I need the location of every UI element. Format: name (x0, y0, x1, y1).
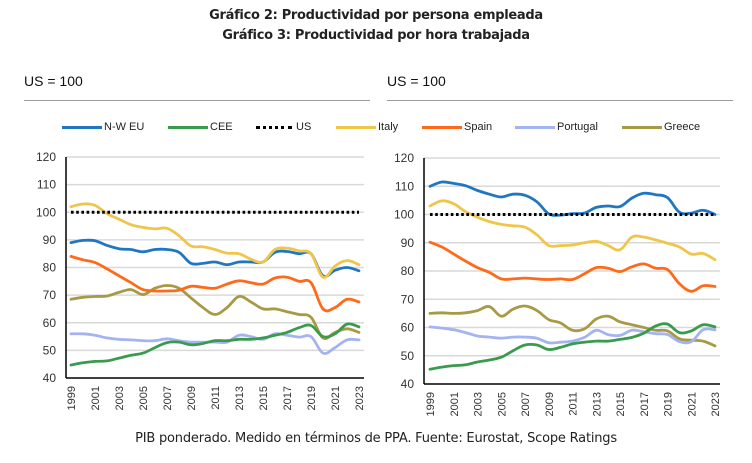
x-tick-label: 2003 (114, 386, 126, 410)
legend-label: CEE (210, 121, 233, 133)
y-tick-label: 100 (36, 205, 56, 219)
chart-titles: Gráfico 2: Productividad por persona emp… (0, 6, 752, 46)
x-tick-label: 2013 (591, 392, 603, 416)
series-line-italy (69, 202, 361, 279)
series-line-greece (69, 284, 361, 340)
x-tick-label: 2019 (663, 392, 675, 416)
y-tick-label: 70 (43, 288, 57, 302)
y-tick-label: 50 (43, 343, 57, 357)
legend-label: Italy (378, 121, 399, 133)
legend-label: Greece (664, 121, 701, 133)
gridlines (66, 156, 364, 352)
y-tick-label: 60 (43, 316, 57, 330)
legend-item-italy: Italy (336, 118, 398, 136)
series-line-cee (428, 322, 717, 371)
series-line-greece (428, 304, 717, 348)
series-line-cee (69, 322, 361, 367)
x-tick-label: 2017 (282, 386, 294, 410)
series-line-italy (428, 199, 717, 262)
legend-label: Spain (464, 121, 493, 133)
y-tick-label: 120 (36, 150, 56, 164)
x-tick-label: 2007 (162, 386, 174, 410)
left-unit-label: US = 100 (24, 73, 83, 89)
series-line-spain (69, 254, 361, 313)
left-unit-divider (24, 100, 370, 101)
legend-item-greece: Greece (622, 118, 700, 136)
x-tick-label: 2015 (258, 386, 270, 410)
legend-swatch (168, 125, 208, 129)
x-tick-label: 2003 (473, 392, 485, 416)
x-tick-label: 2005 (138, 386, 150, 410)
x-tick-label: 2005 (496, 392, 508, 416)
x-tick-label: 2009 (186, 386, 198, 410)
x-tick-label: 2023 (710, 392, 722, 416)
chart-productivity-per-employee: 40 50 60 70 80 90 100 110 120 1999 2001 2003 2005 200… (36, 150, 366, 410)
legend-swatch (515, 125, 555, 129)
right-unit-divider (387, 100, 733, 101)
x-tick-label: 2011 (210, 386, 222, 410)
legend-item-nw-eu: N-W EU (62, 118, 144, 136)
legend-swatch (256, 125, 292, 129)
legend-item-us: US (256, 118, 311, 136)
y-tick-label: 80 (401, 264, 415, 278)
x-tick-label: 2021 (686, 392, 698, 416)
y-tick-label: 120 (394, 151, 414, 165)
legend-label: N-W EU (104, 121, 145, 133)
x-tick-label: 2001 (90, 386, 102, 410)
legend-swatch (336, 125, 376, 129)
series-line-portugal (428, 325, 717, 345)
x-tick-label: 2015 (615, 392, 627, 416)
legend-label: Portugal (557, 121, 598, 133)
series-line-spain (428, 240, 717, 293)
y-tick-label: 40 (401, 377, 415, 391)
legend-item-portugal: Portugal (515, 118, 598, 136)
x-tick-label: 2009 (544, 392, 556, 416)
y-tick-label: 70 (401, 292, 415, 306)
y-tick-label: 50 (401, 349, 415, 363)
x-tick-label: 2007 (520, 392, 532, 416)
legend-swatch (622, 125, 662, 129)
x-tick-label: 2011 (568, 392, 580, 416)
y-tick-label: 60 (401, 321, 415, 335)
x-tick-label: 2019 (306, 386, 318, 410)
chart-title-3: Gráfico 3: Productividad por hora trabaj… (222, 28, 530, 43)
x-tick-label: 2013 (234, 386, 246, 410)
chart-title-2: Gráfico 2: Productividad por persona emp… (209, 8, 543, 23)
x-tick-label: 2023 (354, 386, 366, 410)
series-line-n-w-eu (69, 238, 361, 278)
legend-label: US (296, 121, 312, 133)
y-tick-label: 110 (37, 178, 56, 192)
source-footnote: PIB ponderado. Medido en términos de PPA… (135, 431, 617, 446)
y-tick-label: 110 (395, 179, 414, 193)
legend-swatch (422, 125, 462, 129)
x-tick-label: 2017 (639, 392, 651, 416)
legend-item-spain: Spain (422, 118, 492, 136)
y-tick-label: 80 (43, 261, 57, 275)
legend-swatch (62, 125, 102, 129)
x-tick-label: 2001 (449, 392, 461, 416)
y-tick-label: 90 (401, 236, 415, 250)
x-tick-label: 1999 (425, 392, 437, 416)
x-tick-label: 1999 (66, 386, 78, 410)
y-tick-label: 100 (394, 208, 414, 222)
legend: N-W EU CEE US Italy Spain Portugal Greec… (0, 118, 752, 136)
right-unit-label: US = 100 (387, 73, 446, 89)
chart-productivity-per-hour: 40 50 60 70 80 90 100 110 120 1999 2001 2003 2005 200… (394, 151, 722, 416)
legend-item-cee: CEE (168, 118, 233, 136)
y-tick-label: 40 (43, 371, 57, 385)
y-tick-label: 90 (43, 233, 57, 247)
x-tick-label: 2021 (330, 386, 342, 410)
